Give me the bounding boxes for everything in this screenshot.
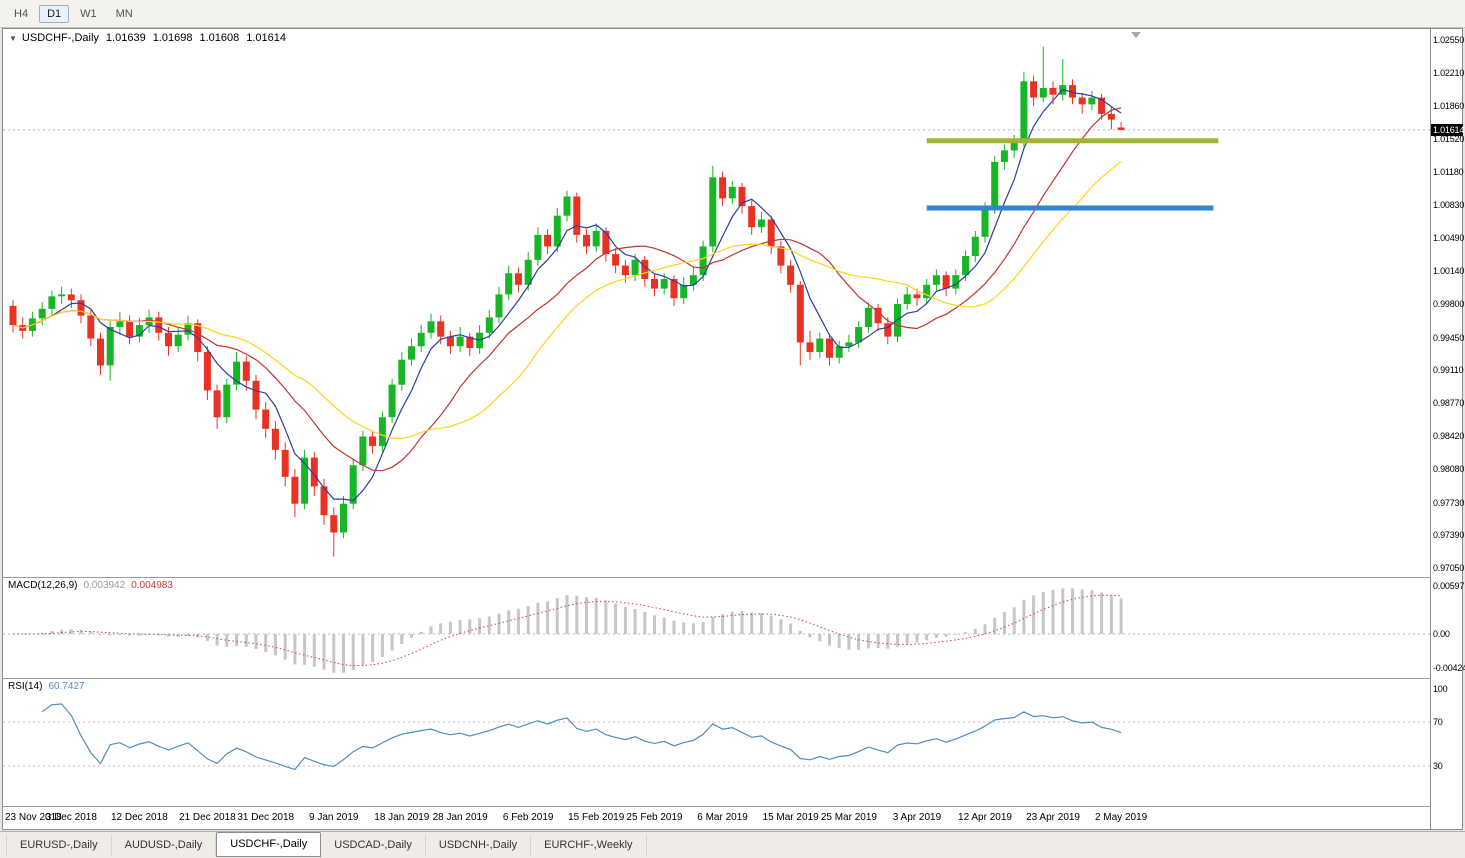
rsi-axis-label: 30 bbox=[1433, 761, 1443, 771]
date-axis-label: 28 Jan 2019 bbox=[432, 812, 488, 823]
ma-slow-line bbox=[12, 160, 1122, 440]
price-axis-label: 0.97390 bbox=[1433, 530, 1465, 541]
date-axis-label: 25 Mar 2019 bbox=[820, 812, 877, 823]
price-axis-label: 1.00490 bbox=[1433, 232, 1465, 243]
date-axis-label: 12 Dec 2018 bbox=[111, 812, 168, 823]
price-axis-label: 0.97730 bbox=[1433, 497, 1465, 508]
macd-name: MACD(12,26,9) bbox=[8, 580, 78, 591]
price-axis-label: 0.99450 bbox=[1433, 332, 1465, 343]
date-axis-label: 18 Jan 2019 bbox=[374, 812, 430, 823]
date-axis-label: 21 Dec 2018 bbox=[179, 812, 236, 823]
macd-histogram bbox=[3, 588, 1430, 673]
price-axis-label: 1.02550 bbox=[1433, 35, 1465, 45]
legend-high: 1.01698 bbox=[152, 32, 193, 44]
panel-separator[interactable] bbox=[3, 806, 1462, 807]
date-axis-label: 3 Apr 2019 bbox=[892, 812, 942, 823]
chart-shift-marker[interactable] bbox=[1131, 32, 1141, 38]
chart-legend: ▼ USDCHF-,Daily 1.01639 1.01698 1.01608 … bbox=[9, 32, 286, 44]
date-axis-label: 6 Feb 2019 bbox=[502, 812, 554, 823]
date-axis-label: 31 Dec 2018 bbox=[237, 812, 295, 823]
tab-audusd-daily[interactable]: AUDUSD-,Daily bbox=[112, 834, 217, 856]
legend-close: 1.01614 bbox=[246, 32, 286, 44]
date-axis-label: 23 Nov 2018 bbox=[5, 812, 62, 823]
price-axis-label: 0.99800 bbox=[1433, 299, 1465, 309]
price-axis-label: 1.00140 bbox=[1433, 266, 1465, 277]
price-axis-label: 0.99110 bbox=[1433, 365, 1464, 376]
rsi-panel[interactable]: RSI(14) 60.7427 bbox=[3, 679, 1430, 806]
macd-panel[interactable]: MACD(12,26,9) 0.003942 0.004983 bbox=[3, 578, 1430, 678]
date-axis-label: 12 Apr 2019 bbox=[958, 812, 1012, 823]
date-axis-label: 23 Apr 2019 bbox=[1026, 812, 1080, 823]
timeframe-button-d1[interactable]: D1 bbox=[39, 4, 70, 23]
legend-open: 1.01639 bbox=[105, 32, 146, 44]
date-axis[interactable]: 23 Nov 2018 3 Dec 2018 12 Dec 2018 21 Dec 2… bbox=[3, 807, 1430, 829]
price-axis-label: 1.02210 bbox=[1433, 67, 1465, 78]
tab-usdcnh-daily[interactable]: USDCNH-,Daily bbox=[426, 834, 532, 856]
macd-signal-value: 0.004983 bbox=[131, 580, 173, 591]
date-axis-label: 2 May 2019 bbox=[1094, 812, 1148, 823]
price-axis-label: 0.98770 bbox=[1433, 397, 1465, 408]
ma-fast-line bbox=[12, 88, 1122, 502]
macd-label: MACD(12,26,9) 0.003942 0.004983 bbox=[8, 580, 173, 591]
rsi-name: RSI(14) bbox=[8, 681, 43, 692]
timeframe-button-w1[interactable]: W1 bbox=[80, 7, 97, 20]
panel-separator[interactable] bbox=[3, 577, 1462, 578]
macd-main-value: 0.003942 bbox=[83, 580, 126, 591]
legend-low: 1.01608 bbox=[199, 32, 240, 44]
price-axis-label: 1.00830 bbox=[1433, 200, 1465, 211]
rsi-axis-label: 100 bbox=[1433, 684, 1448, 694]
candlestick-chart[interactable] bbox=[3, 29, 1430, 577]
date-axis-label: 15 Mar 2019 bbox=[762, 812, 819, 823]
price-axis-label: 1.01520 bbox=[1433, 133, 1465, 144]
price-axis-label: 1.01860 bbox=[1433, 101, 1465, 112]
rsi-value: 60.7427 bbox=[48, 681, 85, 692]
macd-axis-label: 0.00 bbox=[1433, 629, 1450, 639]
price-axis-label: 0.98420 bbox=[1433, 431, 1465, 442]
price-axis-label: 0.97050 bbox=[1433, 563, 1465, 573]
legend-collapse-icon[interactable]: ▼ bbox=[9, 33, 17, 43]
tab-usdchf-daily[interactable]: USDCHF-,Daily bbox=[216, 831, 322, 857]
price-chart-panel[interactable]: ▼ USDCHF-,Daily 1.01639 1.01698 1.01608 … bbox=[3, 29, 1430, 577]
tab-eurchf-weekly[interactable]: EURCHF-,Weekly bbox=[531, 834, 647, 856]
ma-mid-line bbox=[12, 107, 1122, 472]
chart-tabs-bar: EURUSD-,Daily AUDUSD-,Daily USDCHF-,Daily U… bbox=[0, 831, 1465, 858]
rsi-line-chart bbox=[3, 703, 1430, 771]
timeframe-button-h4[interactable]: H4 bbox=[14, 7, 29, 20]
date-axis-label: 9 Jan 2019 bbox=[309, 812, 359, 823]
date-axis-label: 6 Mar 2019 bbox=[697, 812, 748, 823]
rsi-label: RSI(14) 60.7427 bbox=[8, 681, 85, 692]
tab-eurusd-daily[interactable]: EURUSD-,Daily bbox=[6, 834, 112, 856]
date-axis-label: 3 Dec 2018 bbox=[45, 812, 97, 823]
tab-usdcad-daily[interactable]: USDCAD-,Daily bbox=[321, 834, 426, 856]
macd-axis-label: 0.00597 bbox=[1433, 581, 1465, 591]
timeframe-toolbar: H4 D1 W1 MN bbox=[0, 0, 1465, 28]
chart-window: ▼ USDCHF-,Daily 1.01639 1.01698 1.01608 … bbox=[2, 28, 1465, 830]
rsi-axis-label: 70 bbox=[1433, 717, 1443, 727]
panel-separator[interactable] bbox=[3, 678, 1462, 679]
price-axis[interactable]: 1.01614 1.02550 1.02210 1.01860 1.01520 1.01… bbox=[1430, 29, 1465, 829]
timeframe-button-mn[interactable]: MN bbox=[115, 7, 133, 20]
legend-symbol: USDCHF-,Daily bbox=[21, 32, 99, 44]
price-axis-label: 0.98080 bbox=[1433, 464, 1465, 475]
current-price-badge: 1.01614 bbox=[1431, 123, 1465, 136]
date-axis-label: 15 Feb 2019 bbox=[568, 812, 625, 823]
price-axis-label: 1.01180 bbox=[1433, 166, 1464, 177]
date-axis-label: 25 Feb 2019 bbox=[626, 812, 683, 823]
macd-axis-label: -0.00424 bbox=[1433, 663, 1465, 674]
